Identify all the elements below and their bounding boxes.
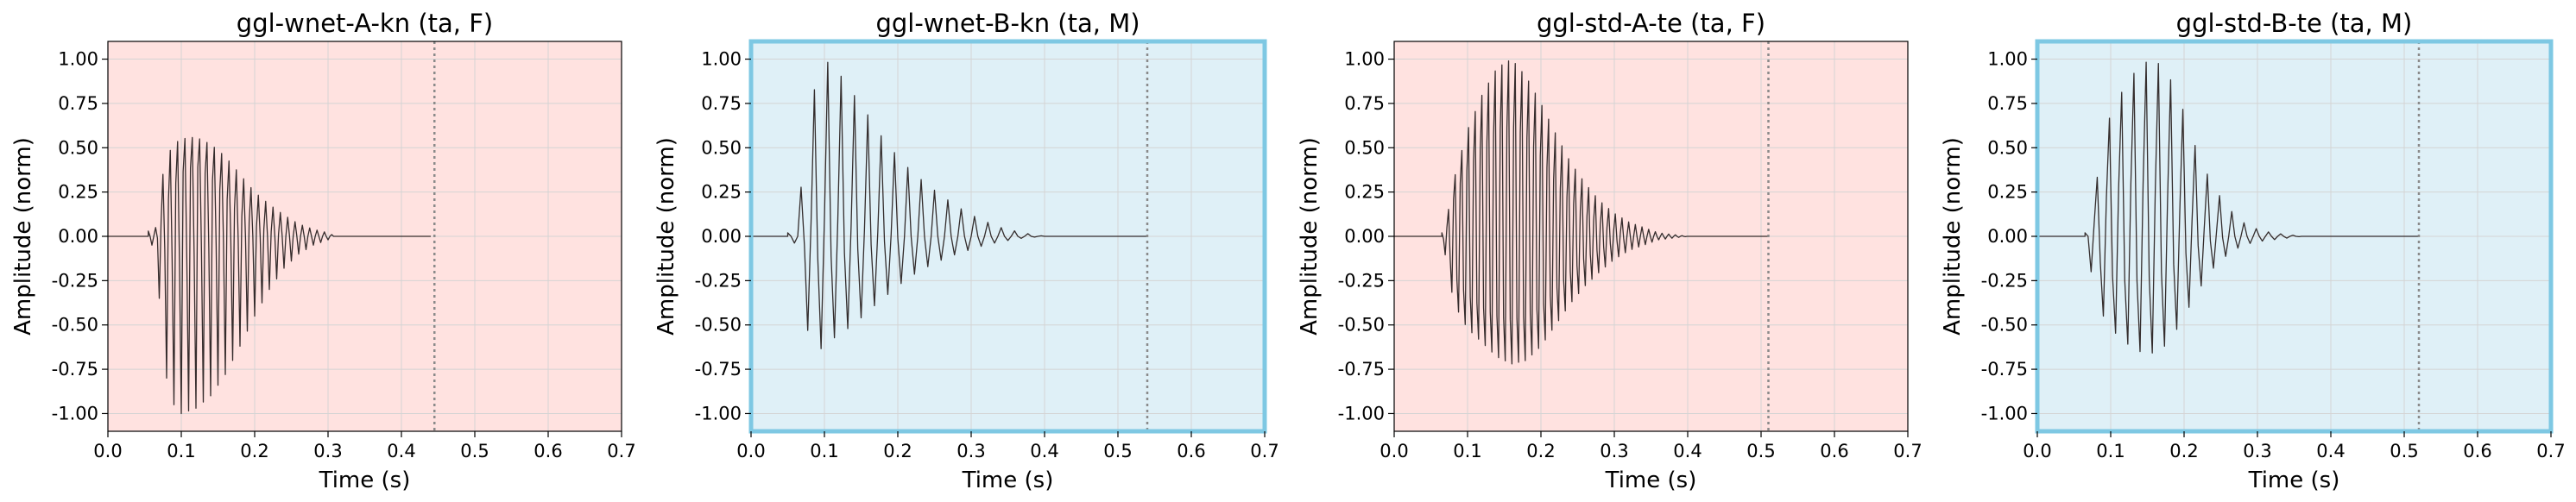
- x-tick-label: 0.1: [2096, 441, 2125, 461]
- y-axis-label: Amplitude (norm): [10, 137, 36, 336]
- y-tick-label: 0.00: [1987, 226, 2028, 247]
- x-tick-label: 0.1: [167, 441, 195, 461]
- y-tick-label: -0.25: [1981, 270, 2028, 291]
- x-tick-label: 0.2: [2169, 441, 2198, 461]
- y-tick-label: -1.00: [1981, 403, 2028, 424]
- subplot-4: 0.0 0.1 0.2 0.3 0.4 0.5 0.6 0.7 1.00 0.75 0.50 0.25…: [1940, 9, 2566, 493]
- y-tick-label: 0.25: [1344, 182, 1385, 203]
- x-tick-label: 0.0: [93, 441, 122, 461]
- y-tick-label: 0.25: [701, 182, 742, 203]
- x-tick-label: 0.5: [1746, 441, 1775, 461]
- y-tick-label: -0.50: [1338, 315, 1385, 336]
- y-tick-label: -0.25: [695, 270, 742, 291]
- y-tick-label: -1.00: [1338, 403, 1385, 424]
- y-tick-label: -0.75: [1338, 359, 1385, 380]
- y-tick-label: -0.75: [52, 359, 98, 380]
- y-tick-label: 0.75: [58, 93, 98, 114]
- y-tick-label: -0.75: [695, 359, 742, 380]
- y-tick-label: 0.50: [701, 137, 742, 158]
- x-axis-label: Time (s): [962, 467, 1054, 493]
- x-tick-label: 0.7: [1893, 441, 1922, 461]
- x-tick-label: 0.4: [2316, 441, 2345, 461]
- x-tick-label: 0.5: [1103, 441, 1132, 461]
- x-axis-label: Time (s): [319, 467, 411, 493]
- y-tick-label: 0.75: [1987, 93, 2028, 114]
- x-tick-label: 0.3: [313, 441, 342, 461]
- y-axis-label: Amplitude (norm): [1297, 137, 1323, 336]
- subplot-2: 0.0 0.1 0.2 0.3 0.4 0.5 0.6 0.7 1.00 0.75 0.50 0.25…: [653, 9, 1279, 493]
- x-tick-label: 0.5: [2390, 441, 2418, 461]
- waveform-line: [1394, 60, 1769, 365]
- x-axis-label: Time (s): [1605, 467, 1697, 493]
- x-tick-label: 0.3: [957, 441, 985, 461]
- y-tick-label: 0.00: [1344, 226, 1385, 247]
- x-tick-label: 0.6: [1820, 441, 1848, 461]
- y-tick-label: 0.25: [58, 182, 98, 203]
- x-tick-label: 0.2: [1526, 441, 1555, 461]
- y-tick-label: 0.25: [1987, 182, 2028, 203]
- y-tick-label: -0.75: [1981, 359, 2028, 380]
- x-tick-label: 0.6: [1177, 441, 1205, 461]
- chart-title: ggl-wnet-A-kn (ta, F): [237, 9, 493, 38]
- x-tick-label: 0.5: [460, 441, 489, 461]
- x-tick-label: 0.7: [2536, 441, 2565, 461]
- x-tick-label: 0.7: [607, 441, 635, 461]
- y-tick-label: 0.00: [701, 226, 742, 247]
- y-tick-label: -0.25: [52, 270, 98, 291]
- y-tick-label: 1.00: [701, 49, 742, 70]
- y-tick-label: -0.50: [1981, 315, 2028, 336]
- x-tick-label: 0.2: [883, 441, 912, 461]
- chart-title: ggl-std-B-te (ta, M): [2176, 9, 2413, 38]
- y-tick-label: 1.00: [1344, 49, 1385, 70]
- y-tick-label: 0.50: [58, 137, 98, 158]
- x-tick-label: 0.6: [534, 441, 562, 461]
- x-tick-label: 0.4: [1673, 441, 1702, 461]
- y-tick-label: -0.50: [695, 315, 742, 336]
- y-axis-label: Amplitude (norm): [653, 137, 679, 336]
- y-tick-label: 1.00: [1987, 49, 2028, 70]
- subplot-3: 0.0 0.1 0.2 0.3 0.4 0.5 0.6 0.7 1.00 0.75 0.50 0.25…: [1297, 9, 1923, 493]
- x-tick-label: 0.7: [1250, 441, 1279, 461]
- y-tick-label: -0.25: [1338, 270, 1385, 291]
- x-tick-label: 0.0: [1380, 441, 1408, 461]
- chart-title: ggl-wnet-B-kn (ta, M): [875, 9, 1140, 38]
- y-tick-label: -0.50: [52, 315, 98, 336]
- x-tick-label: 0.2: [240, 441, 268, 461]
- y-tick-label: 0.75: [1344, 93, 1385, 114]
- y-tick-label: 0.75: [701, 93, 742, 114]
- y-tick-label: -1.00: [52, 403, 98, 424]
- x-tick-label: 0.6: [2463, 441, 2491, 461]
- subplot-1: 0.0 0.1 0.2 0.3 0.4 0.5 0.6 0.7 1.00 0.75 0.50 0.25…: [10, 9, 636, 493]
- waveform-line: [108, 136, 431, 415]
- waveform-line: [751, 61, 1147, 349]
- waveform-line: [2037, 61, 2419, 354]
- x-tick-label: 0.4: [1030, 441, 1058, 461]
- y-tick-label: 0.50: [1987, 137, 2028, 158]
- y-tick-label: -1.00: [695, 403, 742, 424]
- x-tick-label: 0.1: [1453, 441, 1481, 461]
- x-tick-label: 0.0: [736, 441, 765, 461]
- x-tick-label: 0.3: [2243, 441, 2271, 461]
- x-tick-label: 0.1: [810, 441, 838, 461]
- chart-title: ggl-std-A-te (ta, F): [1537, 9, 1765, 38]
- y-tick-label: 1.00: [58, 49, 98, 70]
- x-tick-label: 0.4: [387, 441, 415, 461]
- y-axis-label: Amplitude (norm): [1940, 137, 1966, 336]
- x-tick-label: 0.3: [1600, 441, 1628, 461]
- y-tick-label: 0.00: [58, 226, 98, 247]
- y-tick-label: 0.50: [1344, 137, 1385, 158]
- x-axis-label: Time (s): [2248, 467, 2340, 493]
- x-tick-label: 0.0: [2023, 441, 2051, 461]
